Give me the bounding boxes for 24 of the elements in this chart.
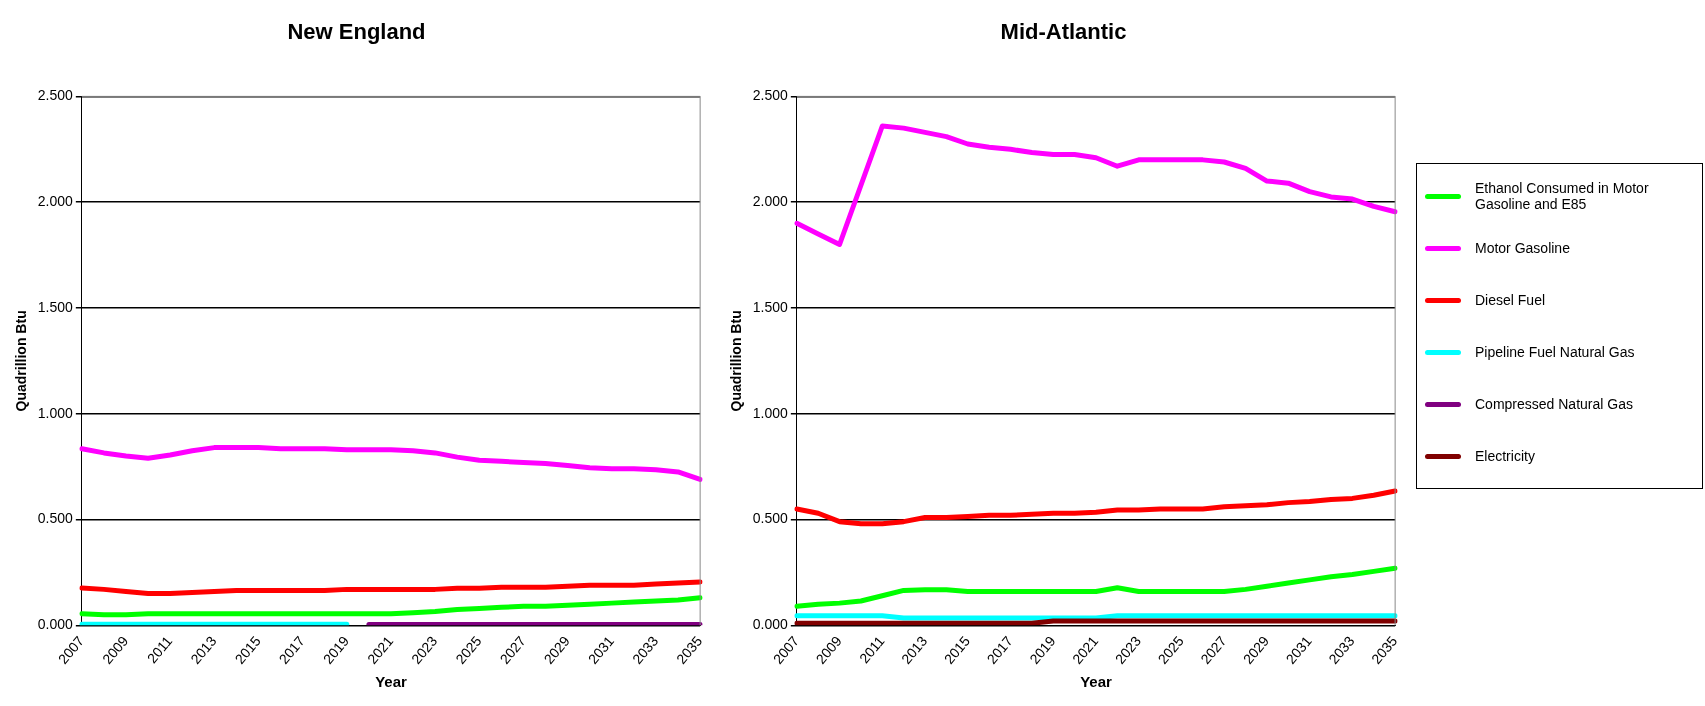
legend-label: Pipeline Fuel Natural Gas — [1475, 344, 1635, 360]
y-tick-label: 1.500 — [752, 298, 789, 315]
legend-label: Motor Gasoline — [1475, 240, 1570, 256]
chart-title: New England — [287, 19, 426, 45]
x-axis-title: Year — [375, 673, 407, 691]
legend-label: Compressed Natural Gas — [1475, 396, 1633, 412]
legend-label: Electricity — [1475, 448, 1535, 464]
x-axis-title: Year — [1080, 673, 1112, 691]
y-tick-label: 1.500 — [37, 298, 74, 315]
y-tick-label: 1.000 — [752, 404, 789, 421]
y-tick-label: 2.000 — [37, 193, 74, 210]
y-tick-label: 1.000 — [37, 404, 74, 421]
y-tick-label: 2.500 — [37, 87, 74, 104]
y-axis-title: Quadrillion Btu — [728, 310, 745, 412]
y-tick-label: 2.500 — [752, 87, 789, 104]
y-tick-label: 0.500 — [752, 510, 789, 527]
chart-title: Mid-Atlantic — [1000, 19, 1127, 45]
y-tick-label: 0.000 — [37, 616, 74, 633]
y-tick-label: 0.500 — [37, 510, 74, 527]
legend-label: Ethanol Consumed in Motor Gasoline and E85 — [1475, 180, 1650, 212]
legend-label: Diesel Fuel — [1475, 292, 1546, 308]
y-tick-label: 2.000 — [752, 193, 789, 210]
y-axis-title: Quadrillion Btu — [13, 310, 30, 412]
y-tick-label: 0.000 — [752, 616, 789, 633]
